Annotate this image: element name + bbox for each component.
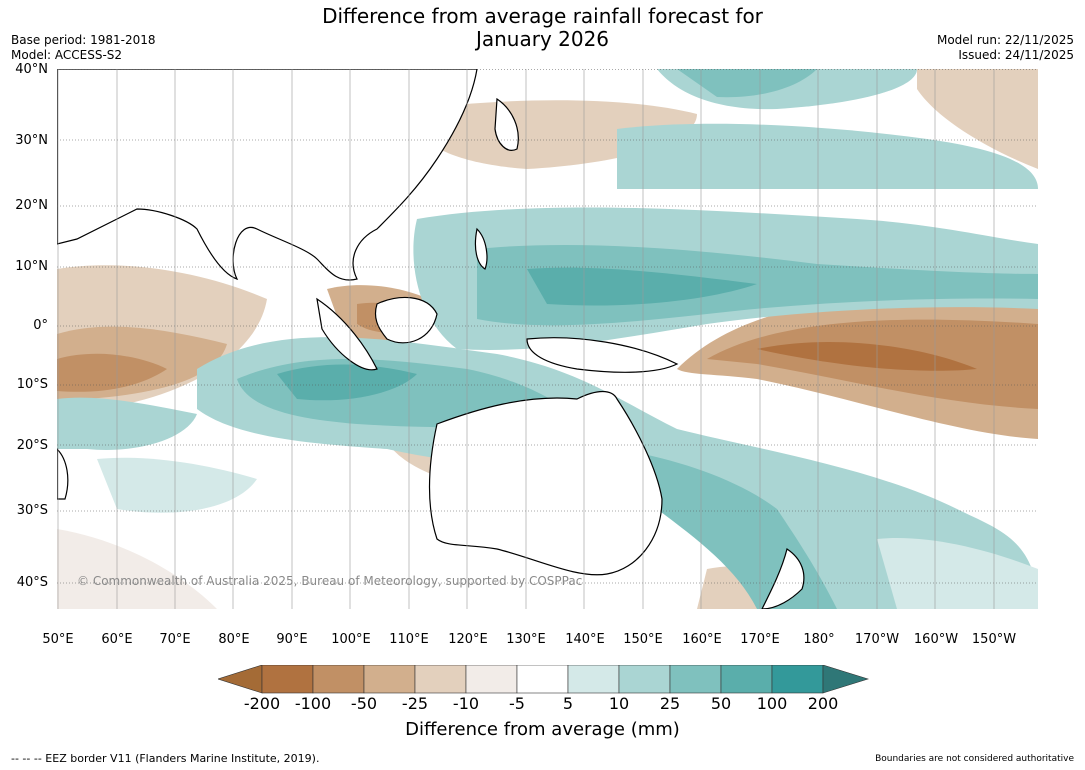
colorbar-tick-minus25: -25 <box>401 694 429 713</box>
rainfall-map <box>57 69 1038 609</box>
lat-label-40s: 40°S <box>16 575 48 590</box>
lon-label-160e: 160°E <box>682 632 722 647</box>
colorbar-bin-2 <box>312 665 365 694</box>
lat-label-40n: 40°N <box>15 62 48 77</box>
lon-label-130e: 130°E <box>506 632 546 647</box>
colorbar-low-arrow <box>218 665 263 694</box>
lon-label-140e: 140°E <box>565 632 605 647</box>
colorbar-tick-10: 10 <box>608 694 630 713</box>
lon-label-80e: 80°E <box>218 632 250 647</box>
colorbar-bin-9 <box>669 665 722 694</box>
lat-label-10n: 10°N <box>15 259 48 274</box>
map-canvas <box>57 69 1038 609</box>
lon-label-160w: 160°W <box>913 632 959 647</box>
sumatra <box>316 297 378 371</box>
model-info: Base period: 1981-2018 Model: ACCESS-S2 <box>11 33 156 63</box>
lon-label-120e: 120°E <box>448 632 488 647</box>
colorbar-high-arrow <box>822 665 870 694</box>
new-guinea <box>526 337 679 373</box>
colorbar-title: Difference from average (mm) <box>405 719 680 740</box>
lon-label-150w: 150°W <box>971 632 1017 647</box>
colorbar-tick-minus50: -50 <box>350 694 378 713</box>
colorbar <box>218 665 870 694</box>
colorbar-tick-100: 100 <box>756 694 788 713</box>
australia <box>428 390 663 576</box>
asia-mainland <box>57 69 478 281</box>
lon-label-180: 180° <box>803 632 835 647</box>
colorbar-bin-11 <box>771 665 824 694</box>
lon-label-110e: 110°E <box>389 632 429 647</box>
base-period: Base period: 1981-2018 <box>11 33 156 47</box>
title-line-1: Difference from average rainfall forecas… <box>322 4 763 28</box>
lat-label-30n: 30°N <box>15 133 48 148</box>
lon-label-50e: 50°E <box>42 632 74 647</box>
colorbar-bin-7 <box>567 665 620 694</box>
boundaries-note: Boundaries are not considered authoritat… <box>875 754 1074 764</box>
copyright-notice: © Commonwealth of Australia 2025, Bureau… <box>77 574 583 588</box>
colorbar-bin-6 <box>516 665 569 694</box>
madagascar <box>57 448 69 500</box>
model-name: Model: ACCESS-S2 <box>11 48 123 62</box>
colorbar-bin-8 <box>618 665 671 694</box>
colorbar-tick-5: 5 <box>562 694 574 713</box>
borneo <box>374 296 438 344</box>
philippines <box>474 227 488 270</box>
lon-label-150e: 150°E <box>623 632 663 647</box>
lat-label-30s: 30°S <box>16 503 48 518</box>
lon-label-90e: 90°E <box>276 632 308 647</box>
colorbar-bin-1 <box>261 665 314 694</box>
map-title: Difference from average rainfall forecas… <box>0 5 1085 51</box>
issued-date: Issued: 24/11/2025 <box>958 48 1074 62</box>
colorbar-bin-5 <box>465 665 518 694</box>
lat-label-20s: 20°S <box>16 438 48 453</box>
colorbar-tick-50: 50 <box>710 694 732 713</box>
lat-label-0: 0° <box>33 318 48 333</box>
colorbar-bin-4 <box>414 665 467 694</box>
lon-label-100e: 100°E <box>331 632 371 647</box>
land-masses <box>57 69 805 609</box>
run-info: Model run: 22/11/2025 Issued: 24/11/2025 <box>937 33 1074 63</box>
lon-label-70e: 70°E <box>159 632 191 647</box>
colorbar-tick-minus100: -100 <box>294 694 332 713</box>
colorbar-bin-10 <box>720 665 773 694</box>
colorbar-bin-3 <box>363 665 416 694</box>
colorbar-tick-minus10: -10 <box>452 694 480 713</box>
colorbar-tick-200: 200 <box>807 694 839 713</box>
title-line-2: January 2026 <box>475 27 610 51</box>
japan <box>494 97 519 151</box>
colorbar-tick-minus5: -5 <box>509 694 525 713</box>
eez-note: -- -- -- EEZ border V11 (Flanders Marine… <box>11 752 320 765</box>
lat-label-20n: 20°N <box>15 198 48 213</box>
model-run: Model run: 22/11/2025 <box>936 33 1074 47</box>
colorbar-tick-minus200: -200 <box>243 694 281 713</box>
new-zealand <box>761 548 805 609</box>
colorbar-tick-25: 25 <box>659 694 681 713</box>
lon-label-170e: 170°E <box>740 632 780 647</box>
lon-label-60e: 60°E <box>101 632 133 647</box>
lon-label-170w: 170°W <box>854 632 900 647</box>
meridians <box>57 69 995 609</box>
lat-label-10s: 10°S <box>16 377 48 392</box>
